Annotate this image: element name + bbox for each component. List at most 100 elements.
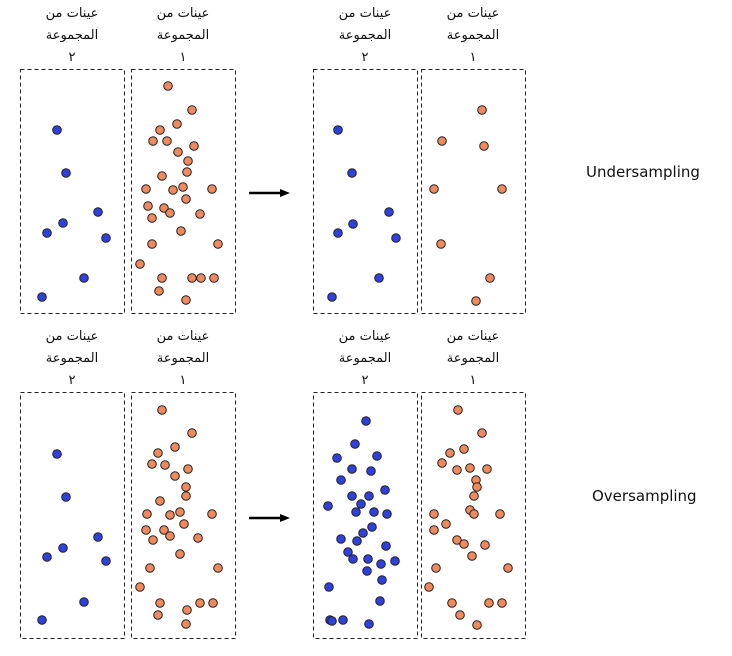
undersampling-after-group-2-panel: [313, 69, 418, 314]
oversampling-after-group-1-dot: [447, 598, 457, 608]
oversampling-after-group-2-dot: [332, 453, 342, 463]
undersampling-before-group-1-dot: [154, 286, 164, 296]
oversampling-after-group-1-label: عينات من المجموعة ١: [421, 326, 525, 392]
oversampling-after-group-2-dot: [369, 507, 379, 517]
oversampling-after-group-1-dot: [459, 444, 469, 454]
undersampling-before-group-2-dot: [79, 273, 89, 283]
undersampling-before-group-1-dot: [163, 81, 173, 91]
group-number: ٢: [68, 50, 76, 65]
undersampling-before-group-1-dot: [147, 213, 157, 223]
undersampling-after-group-2-dot: [348, 219, 358, 229]
oversampling-before-group-1-dot: [181, 482, 191, 492]
oversampling-after-group-1-dot: [431, 563, 441, 573]
oversampling-after-group-2-dot: [367, 522, 377, 532]
oversampling-after-group-1-dot: [480, 540, 490, 550]
oversampling-after-group-2-dot: [336, 534, 346, 544]
group-number: ٢: [68, 373, 76, 388]
undersampling-before-group-1-dot: [187, 273, 197, 283]
oversampling-after-group-2-dot: [347, 491, 357, 501]
oversampling-after-group-2-dot: [323, 501, 333, 511]
oversampling-before-group-1-dot: [181, 491, 191, 501]
undersampling-before-group-1-dot: [162, 136, 172, 146]
oversampling-before-group-1-dot: [175, 507, 185, 517]
oversampling-before-group-1-dot: [207, 509, 217, 519]
oversampling-after-group-2-dot: [377, 575, 387, 585]
group-number: ١: [469, 373, 477, 388]
oversampling-before-group-1-label: عينات من المجموعة ١: [131, 326, 235, 392]
undersampling-before-group-1-dot: [207, 184, 217, 194]
sample-label-line1: عينات من: [156, 329, 210, 344]
oversampling-before-group-1-dot: [175, 549, 185, 559]
undersampling-before-group-1-dot: [168, 185, 178, 195]
undersampling-after-group-2-dot: [347, 168, 357, 178]
oversampling-after-group-1-dot: [452, 465, 462, 475]
undersampling-before-group-1-dot: [178, 182, 188, 192]
oversampling-after-group-2-dot: [366, 466, 376, 476]
undersampling-before-group-1-dot: [181, 295, 191, 305]
undersampling-before-group-2-dot: [37, 292, 47, 302]
undersampling-after-group-1-dot: [497, 184, 507, 194]
oversampling-before-group-1-panel: [131, 392, 236, 639]
undersampling-after-group-2-dot: [374, 273, 384, 283]
oversampling-after-group-1-dot: [469, 509, 479, 519]
sample-label-line2: المجموعة: [156, 28, 210, 43]
oversampling-after-group-1-dot: [477, 428, 487, 438]
undersampling-before-group-1-dot: [172, 119, 182, 129]
oversampling-after-group-2-dot: [361, 416, 371, 426]
undersampling-after-group-1-label: عينات من المجموعة ١: [421, 3, 525, 69]
oversampling-after-group-1-dot: [482, 464, 492, 474]
undersampling-before-group-2-dot: [101, 233, 111, 243]
group-number: ١: [469, 50, 477, 65]
oversampling-after-group-2-dot: [347, 464, 357, 474]
undersampling-before-group-2-dot: [61, 168, 71, 178]
sample-label-line2: المجموعة: [338, 28, 392, 43]
oversampling-after-group-2-dot: [324, 582, 334, 592]
oversampling-before-group-1-dot: [153, 448, 163, 458]
undersampling-after-group-1-dot: [485, 273, 495, 283]
oversampling-after-group-1-dot: [467, 551, 477, 561]
undersampling-after-group-2-label: عينات من المجموعة ٢: [313, 3, 417, 69]
oversampling-after-group-2-dot: [350, 439, 360, 449]
oversampling-before-group-2-panel: [20, 392, 125, 639]
oversampling-after-group-1-panel: [421, 392, 526, 639]
oversampling-before-group-2-dot: [79, 597, 89, 607]
oversampling-after-group-2-dot: [351, 507, 361, 517]
undersampling-after-group-2-dot: [391, 233, 401, 243]
undersampling-before-group-1-dot: [182, 167, 192, 177]
oversampling-after-group-2-dot: [390, 556, 400, 566]
oversampling-before-group-1-dot: [165, 531, 175, 541]
oversampling-after-group-2-dot: [372, 451, 382, 461]
oversampling-after-group-1-dot: [424, 582, 434, 592]
sample-label-line1: عينات من: [446, 6, 500, 21]
undersampling-before-group-1-dot: [165, 208, 175, 218]
oversampling-before-group-1-dot: [195, 598, 205, 608]
oversampling-after-group-2-dot: [338, 615, 348, 625]
oversampling-after-group-2-dot: [343, 547, 353, 557]
oversampling-after-group-1-dot: [469, 491, 479, 501]
undersampling-before-group-1-dot: [181, 194, 191, 204]
undersampling-after-group-2-dot: [333, 125, 343, 135]
sample-label-line1: عينات من: [156, 6, 210, 21]
undersampling-after-group-2-dot: [384, 207, 394, 217]
sample-label-line2: المجموعة: [45, 351, 99, 366]
sample-label-line2: المجموعة: [156, 351, 210, 366]
undersampling-before-group-1-label: عينات من المجموعة ١: [131, 3, 235, 69]
undersampling-after-group-1-dot: [479, 141, 489, 151]
oversampling-before-group-2-dot: [42, 552, 52, 562]
undersampling-before-group-2-dot: [52, 125, 62, 135]
oversampling-label: Oversampling: [592, 487, 697, 505]
oversampling-before-group-1-dot: [187, 428, 197, 438]
oversampling-after-group-1-dot: [429, 525, 439, 535]
group-number: ٢: [361, 373, 369, 388]
undersampling-before-group-1-dot: [176, 226, 186, 236]
oversampling-after-group-2-dot: [381, 541, 391, 551]
undersampling-before-group-1-panel: [131, 69, 236, 314]
oversampling-before-group-1-dot: [170, 442, 180, 452]
undersampling-before-group-1-dot: [157, 171, 167, 181]
oversampling-before-group-1-dot: [155, 598, 165, 608]
oversampling-before-group-1-dot: [208, 598, 218, 608]
oversampling-before-group-1-dot: [213, 563, 223, 573]
undersampling-before-group-1-dot: [213, 239, 223, 249]
oversampling-after-group-2-dot: [352, 536, 362, 546]
undersampling-before-group-1-dot: [143, 201, 153, 211]
